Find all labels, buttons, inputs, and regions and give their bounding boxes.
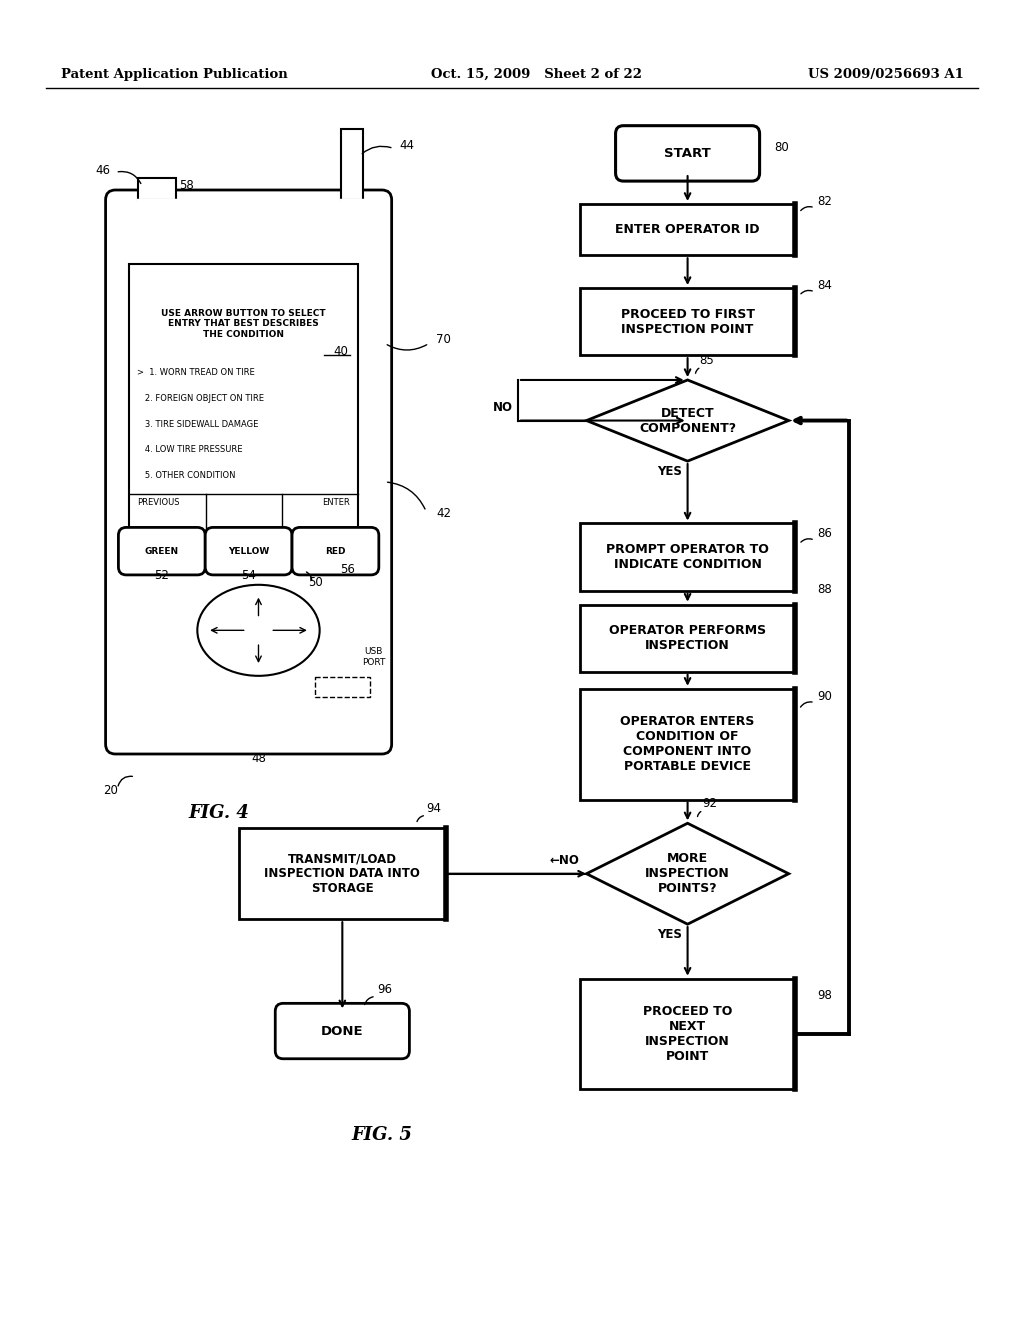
Polygon shape xyxy=(587,824,788,924)
Text: START: START xyxy=(665,147,711,160)
Text: PROCEED TO
NEXT
INSPECTION
POINT: PROCEED TO NEXT INSPECTION POINT xyxy=(643,1005,732,1063)
Text: 50: 50 xyxy=(308,576,324,589)
Text: YES: YES xyxy=(657,928,682,941)
Text: 82: 82 xyxy=(817,195,831,207)
Text: 3. TIRE SIDEWALL DAMAGE: 3. TIRE SIDEWALL DAMAGE xyxy=(137,420,258,429)
Text: GREEN: GREEN xyxy=(144,546,179,556)
Text: ENTER: ENTER xyxy=(323,498,350,507)
Text: Patent Application Publication: Patent Application Publication xyxy=(61,67,288,81)
Bar xyxy=(239,828,445,919)
Text: 4. LOW TIRE PRESSURE: 4. LOW TIRE PRESSURE xyxy=(137,445,243,454)
Text: FIG. 5: FIG. 5 xyxy=(351,1126,413,1144)
Text: 40: 40 xyxy=(334,345,348,358)
Text: OPERATOR ENTERS
CONDITION OF
COMPONENT INTO
PORTABLE DEVICE: OPERATOR ENTERS CONDITION OF COMPONENT I… xyxy=(621,715,755,774)
Bar xyxy=(341,128,364,199)
Text: 52: 52 xyxy=(155,569,169,582)
Text: RED: RED xyxy=(326,546,346,556)
Text: USE ARROW BUTTON TO SELECT
ENTRY THAT BEST DESCRIBES
THE CONDITION: USE ARROW BUTTON TO SELECT ENTRY THAT BE… xyxy=(162,309,326,338)
Text: YES: YES xyxy=(657,465,682,478)
Text: 54: 54 xyxy=(242,569,256,582)
Text: TRANSMIT/LOAD
INSPECTION DATA INTO
STORAGE: TRANSMIT/LOAD INSPECTION DATA INTO STORA… xyxy=(264,853,420,895)
Text: 98: 98 xyxy=(817,990,831,1002)
Bar xyxy=(129,264,358,541)
Text: Oct. 15, 2009   Sheet 2 of 22: Oct. 15, 2009 Sheet 2 of 22 xyxy=(431,67,642,81)
FancyBboxPatch shape xyxy=(205,528,292,576)
Text: 46: 46 xyxy=(95,164,111,177)
Text: 5. OTHER CONDITION: 5. OTHER CONDITION xyxy=(137,471,236,480)
Text: 90: 90 xyxy=(817,689,831,702)
Text: FIG. 4: FIG. 4 xyxy=(188,804,250,822)
Text: 85: 85 xyxy=(699,354,714,367)
FancyBboxPatch shape xyxy=(615,125,760,181)
Text: 42: 42 xyxy=(436,507,451,520)
Text: YELLOW: YELLOW xyxy=(228,546,269,556)
Text: DETECT
COMPONENT?: DETECT COMPONENT? xyxy=(639,407,736,434)
Text: 86: 86 xyxy=(817,527,831,540)
Text: 84: 84 xyxy=(817,279,831,292)
Bar xyxy=(314,677,370,697)
Bar xyxy=(138,178,176,199)
Text: ←NO: ←NO xyxy=(549,854,580,867)
Text: USB
PORT: USB PORT xyxy=(362,647,385,667)
Bar xyxy=(580,605,795,672)
Text: 80: 80 xyxy=(774,141,790,154)
Text: DONE: DONE xyxy=(321,1024,364,1038)
Text: OPERATOR PERFORMS
INSPECTION: OPERATOR PERFORMS INSPECTION xyxy=(609,624,766,652)
Text: PREVIOUS: PREVIOUS xyxy=(137,498,179,507)
Bar xyxy=(580,689,795,800)
Text: PROMPT OPERATOR TO
INDICATE CONDITION: PROMPT OPERATOR TO INDICATE CONDITION xyxy=(606,543,769,572)
Text: 92: 92 xyxy=(702,797,718,810)
Text: 20: 20 xyxy=(103,784,118,796)
Bar xyxy=(580,288,795,355)
Text: 70: 70 xyxy=(436,334,451,346)
Text: 94: 94 xyxy=(426,803,441,816)
Text: 96: 96 xyxy=(377,983,392,997)
Text: ENTER OPERATOR ID: ENTER OPERATOR ID xyxy=(615,223,760,236)
FancyBboxPatch shape xyxy=(105,190,391,754)
Text: 58: 58 xyxy=(179,178,194,191)
Text: 2. FOREIGN OBJECT ON TIRE: 2. FOREIGN OBJECT ON TIRE xyxy=(137,393,264,403)
Text: US 2009/0256693 A1: US 2009/0256693 A1 xyxy=(808,67,964,81)
Text: 56: 56 xyxy=(340,562,354,576)
Ellipse shape xyxy=(198,585,319,676)
Text: NO: NO xyxy=(493,401,513,413)
FancyBboxPatch shape xyxy=(292,528,379,576)
Text: 88: 88 xyxy=(817,582,831,595)
Bar xyxy=(580,978,795,1089)
Bar xyxy=(580,203,795,255)
FancyBboxPatch shape xyxy=(275,1003,410,1059)
Text: >  1. WORN TREAD ON TIRE: > 1. WORN TREAD ON TIRE xyxy=(137,368,255,378)
Text: 48: 48 xyxy=(251,752,266,764)
FancyBboxPatch shape xyxy=(119,528,205,576)
Bar xyxy=(580,524,795,591)
Text: 44: 44 xyxy=(399,139,414,152)
Text: MORE
INSPECTION
POINTS?: MORE INSPECTION POINTS? xyxy=(645,853,730,895)
Polygon shape xyxy=(587,380,788,461)
Text: PROCEED TO FIRST
INSPECTION POINT: PROCEED TO FIRST INSPECTION POINT xyxy=(621,308,755,335)
